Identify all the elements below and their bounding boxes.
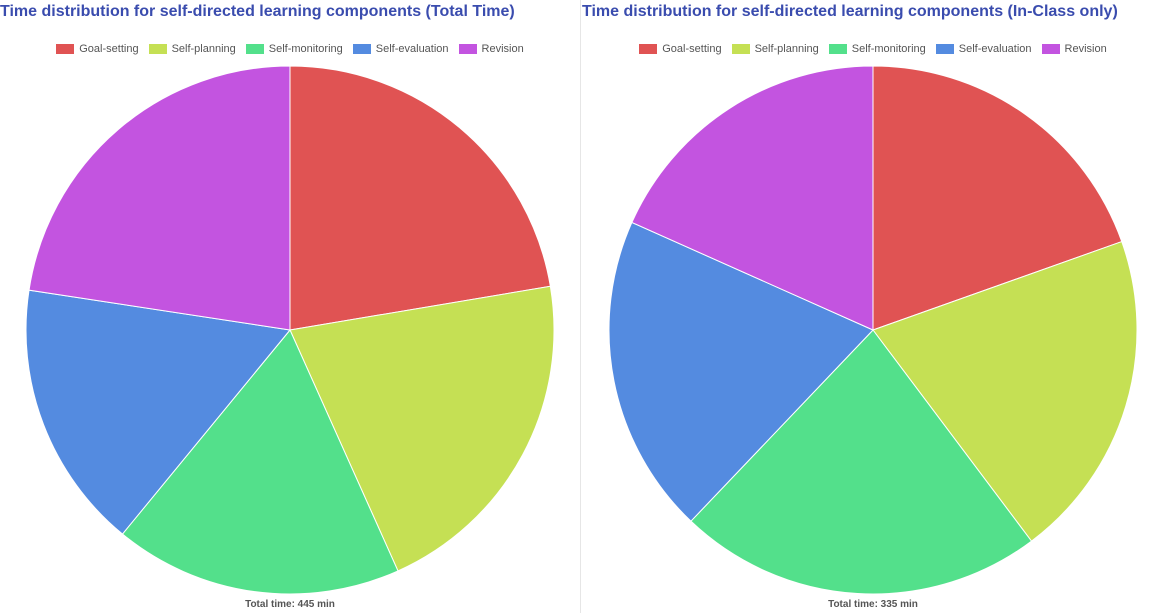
pie-slice-self-evaluation[interactable] — [25, 289, 291, 535]
legend-item-self-monitoring[interactable]: Self-monitoring — [245, 43, 343, 55]
pie-chart-total — [25, 65, 555, 595]
legend-swatch — [731, 44, 750, 54]
legend-label: Self-evaluation — [375, 43, 449, 55]
chart-title-total: Time distribution for self-directed lear… — [0, 3, 515, 20]
pie-slice-revision[interactable] — [631, 65, 874, 331]
legend-swatch — [1041, 44, 1060, 54]
legend-item-self-planning[interactable]: Self-planning — [731, 43, 819, 55]
legend-item-self-planning[interactable]: Self-planning — [148, 43, 236, 55]
legend-item-self-evaluation[interactable]: Self-evaluation — [935, 43, 1032, 55]
chart-title-in-class: Time distribution for self-directed lear… — [582, 3, 1118, 20]
chart-panel-in-class: Time distribution for self-directed lear… — [581, 0, 1165, 613]
legend-swatch — [148, 44, 167, 54]
pie-slice-self-planning[interactable] — [289, 285, 555, 572]
legend-label: Self-evaluation — [958, 43, 1032, 55]
legend-label: Self-monitoring — [851, 43, 926, 55]
legend-swatch — [935, 44, 954, 54]
legend-swatch — [245, 44, 264, 54]
panel-divider — [580, 0, 581, 613]
legend-label: Self-monitoring — [268, 43, 343, 55]
legend-label: Self-planning — [754, 43, 819, 55]
pie-slice-self-monitoring[interactable] — [690, 329, 1033, 595]
pie-slice-self-planning[interactable] — [872, 240, 1138, 542]
chart-panel-total: Time distribution for self-directed lear… — [0, 0, 580, 613]
legend-label: Goal-setting — [662, 43, 722, 55]
pie-slice-goal-setting[interactable] — [872, 65, 1123, 331]
total-time-label: Total time: 335 min — [828, 599, 918, 610]
legend-item-revision[interactable]: Revision — [458, 43, 524, 55]
legend-label: Goal-setting — [79, 43, 139, 55]
pie-slice-self-monitoring[interactable] — [121, 329, 399, 595]
legend-label: Self-planning — [171, 43, 236, 55]
legend-in-class: Goal-setting Self-planning Self-monitori… — [581, 43, 1165, 55]
legend-label: Revision — [481, 43, 524, 55]
legend-total: Goal-setting Self-planning Self-monitori… — [0, 43, 580, 55]
legend-item-goal-setting[interactable]: Goal-setting — [56, 43, 139, 55]
legend-swatch — [56, 44, 75, 54]
pie-chart-in-class — [608, 65, 1138, 595]
legend-swatch — [352, 44, 371, 54]
legend-swatch — [639, 44, 658, 54]
legend-item-goal-setting[interactable]: Goal-setting — [639, 43, 722, 55]
legend-item-self-evaluation[interactable]: Self-evaluation — [352, 43, 449, 55]
legend-label: Revision — [1064, 43, 1107, 55]
pie-slice-goal-setting[interactable] — [289, 65, 551, 331]
pie-slice-self-evaluation[interactable] — [608, 221, 874, 522]
pie-slice-revision[interactable] — [28, 65, 291, 331]
total-time-label: Total time: 445 min — [245, 599, 335, 610]
legend-swatch — [458, 44, 477, 54]
legend-item-revision[interactable]: Revision — [1041, 43, 1107, 55]
legend-item-self-monitoring[interactable]: Self-monitoring — [828, 43, 926, 55]
legend-swatch — [828, 44, 847, 54]
